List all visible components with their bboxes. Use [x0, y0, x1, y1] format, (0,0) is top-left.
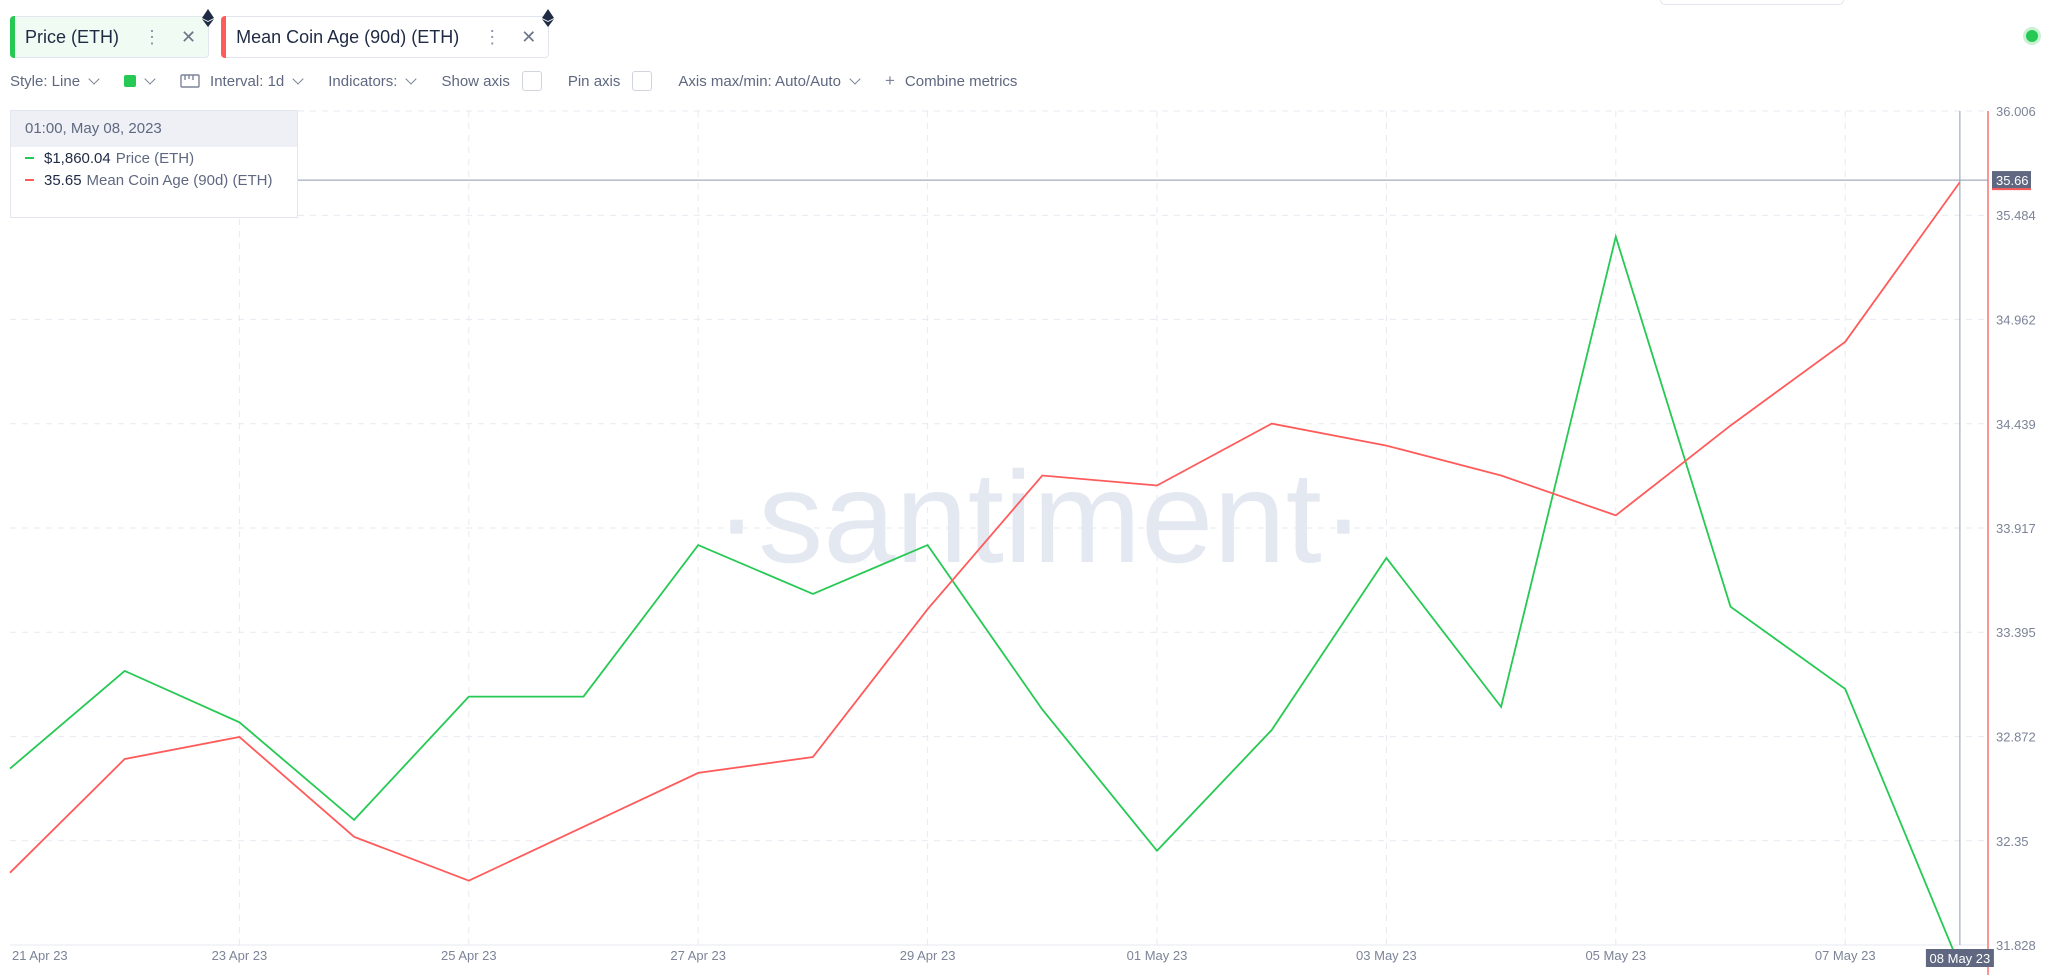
show-axis-checkbox[interactable]	[521, 71, 542, 91]
chart-tooltip: 01:00, May 08, 2023 $1,860.04 Price (ETH…	[10, 110, 298, 218]
y-tick-label: 33.395	[1996, 625, 2036, 640]
tooltip-row-mean-coin-age: 35.65 Mean Coin Age (90d) (ETH)	[11, 169, 297, 191]
x-tick-label: 23 Apr 23	[212, 948, 268, 963]
show-axis-label: Show axis	[441, 72, 510, 90]
metric-color-bar	[221, 16, 227, 58]
tooltip-value: 35.65	[44, 171, 82, 189]
crosshair: 35.66	[10, 111, 2031, 945]
x-tick-label: 25 Apr 23	[441, 948, 497, 963]
combine-metrics-label: Combine metrics	[904, 72, 1018, 90]
style-dropdown[interactable]: Style: Line	[10, 72, 100, 90]
indicators-dropdown[interactable]: Indicators:	[328, 72, 418, 90]
legend-dash-price	[25, 157, 34, 159]
y-tick-label: 33.917	[1996, 521, 2036, 536]
x-tick-label: 05 May 23	[1585, 948, 1646, 963]
tooltip-row-price: $1,860.04 Price (ETH)	[11, 147, 297, 169]
metric-color-bar	[10, 16, 15, 58]
pin-axis-toggle[interactable]: Pin axis	[568, 71, 653, 91]
more-vertical-icon[interactable]: ⋮	[143, 26, 161, 47]
x-axis: 21 Apr 23 23 Apr 23 25 Apr 23 27 Apr 23 29 A…	[12, 948, 1994, 967]
indicators-label: Indicators:	[328, 72, 398, 90]
axis-maxmin-label: Axis max/min: Auto/Auto	[678, 72, 841, 90]
color-swatch	[124, 75, 137, 87]
y-axis-right: 31.828 32.35 32.872 33.395 33.917 34.439 34.96…	[1987, 104, 2036, 975]
santiment-watermark: ·santiment·	[715, 444, 1365, 590]
metric-chip-mean-coin-age[interactable]: Mean Coin Age (90d) (ETH) ⋮ ✕	[221, 9, 555, 58]
x-tick-label: 07 May 23	[1815, 948, 1876, 963]
y-tick-label: 34.439	[1996, 417, 2036, 432]
x-tick-label: 01 May 23	[1127, 948, 1188, 963]
interval-dropdown[interactable]: Interval: 1d	[180, 72, 304, 90]
axis-maxmin-dropdown[interactable]: Axis max/min: Auto/Auto	[678, 72, 861, 90]
ethereum-icon	[202, 9, 215, 27]
x-tick-label: 03 May 23	[1356, 948, 1417, 963]
plus-icon: +	[884, 71, 895, 90]
metric-chips: Price (ETH) ⋮ ✕ Mean Coin Age (90d) (ETH…	[10, 9, 555, 58]
chart-grid	[10, 110, 1988, 946]
show-axis-toggle[interactable]: Show axis	[441, 71, 542, 91]
status-dot-icon	[2026, 30, 2038, 42]
pin-axis-label: Pin axis	[567, 72, 621, 90]
close-icon[interactable]: ✕	[181, 26, 197, 47]
metric-label: Price (ETH)	[25, 26, 119, 47]
combine-metrics-button[interactable]: + Combine metrics	[885, 71, 1017, 91]
tooltip-metric-name: Mean Coin Age (90d) (ETH)	[86, 171, 273, 189]
crosshair-x-label: 08 May 23	[1930, 951, 1991, 966]
tooltip-metric-name: Price (ETH)	[115, 149, 195, 167]
legend-dash-mean-coin-age	[25, 179, 34, 181]
price-line	[9, 233, 1961, 967]
close-icon[interactable]: ✕	[521, 26, 537, 47]
x-tick-label: 27 Apr 23	[670, 948, 726, 963]
pin-axis-checkbox[interactable]	[632, 71, 653, 91]
y-tick-label: 32.35	[1996, 834, 2029, 849]
x-tick-label: 21 Apr 23	[12, 948, 68, 963]
y-tick-label: 34.962	[1996, 312, 2036, 327]
y-tick-label: 36.006	[1996, 104, 2036, 119]
color-dropdown[interactable]	[124, 72, 156, 87]
x-tick-label: 29 Apr 23	[900, 948, 956, 963]
crosshair-y-label: 35.66	[1996, 173, 2029, 188]
tooltip-value: $1,860.04	[44, 149, 111, 167]
ethereum-icon	[542, 9, 555, 27]
more-vertical-icon[interactable]: ⋮	[483, 26, 502, 47]
crosshair-x-label-bg	[1925, 949, 1994, 967]
chart-toolbar: Style: Line Interval: 1d Indicators: Sho…	[10, 68, 1043, 94]
style-label: Style: Line	[10, 72, 81, 90]
metric-label: Mean Coin Age (90d) (ETH)	[236, 26, 460, 47]
chart-series	[9, 181, 1961, 967]
y-tick-label: 32.872	[1996, 730, 2036, 745]
y-tick-label: 35.484	[1996, 208, 2036, 223]
interval-label: Interval: 1d	[210, 72, 285, 90]
ruler-icon	[180, 74, 200, 88]
crosshair-y-label-bg	[1992, 171, 2031, 190]
y-tick-label: 31.828	[1996, 938, 2036, 953]
tooltip-datetime: 01:00, May 08, 2023	[11, 111, 297, 147]
mean-coin-age-line	[9, 181, 1961, 882]
metric-chip-price[interactable]: Price (ETH) ⋮ ✕	[10, 9, 215, 58]
